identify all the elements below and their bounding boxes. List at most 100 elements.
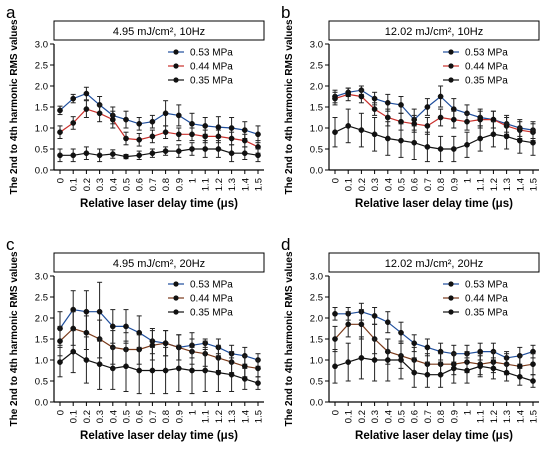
x-tick-label: 0.2 (82, 410, 93, 423)
data-point (332, 310, 338, 317)
legend: 0.53 MPa 0.44 MPa 0.35 MPa (443, 280, 508, 319)
series-line (59, 92, 259, 135)
data-point (384, 99, 391, 106)
x-tick-label: 0.3 (370, 178, 381, 191)
x-tick-label: 0.7 (148, 410, 159, 423)
data-point (345, 359, 352, 365)
x-tick-label: 0.8 (161, 178, 172, 191)
x-tick-label: 0.6 (410, 410, 421, 423)
series-0-35-MPa (57, 140, 261, 163)
legend-label: 0.35 MPa (465, 308, 508, 319)
data-point (516, 137, 523, 144)
data-point (215, 369, 222, 376)
y-tick-label: 0.5 (310, 145, 323, 156)
x-tick-label: 1.1 (476, 410, 487, 423)
y-tick-label: 1.5 (310, 103, 323, 114)
data-point (398, 137, 404, 144)
data-point (109, 365, 116, 372)
x-tick-label: 0.3 (95, 178, 106, 191)
data-point (175, 365, 182, 372)
panel-label: d (281, 235, 290, 254)
data-point (503, 369, 510, 376)
y-axis-label: The 2nd to 4th harmonic RMS values (9, 251, 20, 426)
x-tick-label: 1.2 (214, 410, 225, 423)
data-point (437, 93, 444, 100)
y-tick-label: 0.5 (35, 145, 48, 156)
data-point (241, 137, 248, 144)
data-point (384, 135, 391, 142)
data-point (411, 340, 418, 347)
data-point (241, 127, 248, 133)
y-axis-label: The 2nd to 4th harmonic RMS values (284, 251, 295, 426)
data-point (371, 95, 378, 102)
data-point (437, 146, 444, 152)
x-tick-label: 0.1 (69, 178, 80, 191)
data-point (83, 150, 90, 157)
x-tick-label: 1 (463, 178, 474, 183)
legend: 0.53 MPa 0.44 MPa 0.35 MPa (168, 48, 233, 87)
x-tick-label: 1.2 (214, 178, 225, 191)
x-tick-label: 0.2 (357, 178, 368, 191)
x-tick-label: 1.5 (529, 178, 540, 191)
y-tick-label: 1.0 (310, 124, 323, 135)
data-point (215, 124, 222, 131)
data-point (202, 367, 209, 374)
data-point (345, 321, 352, 328)
legend-label: 0.53 MPa (465, 48, 508, 59)
data-point (332, 336, 338, 342)
x-tick-label: 0.2 (82, 178, 93, 191)
data-point (70, 348, 77, 355)
data-point (83, 329, 90, 336)
data-point (136, 152, 143, 159)
y-axis-label: The 2nd to 4th harmonic RMS values (9, 19, 20, 194)
chart-panel-c: c 4.95 mJ/cm², 20Hz 0.0 0.5 1.0 1.5 2.0 2.5 3.0 0… (6, 235, 265, 442)
x-tick-label: 0.7 (148, 178, 159, 191)
data-point (241, 150, 248, 157)
x-tick-label: 0.9 (449, 410, 460, 423)
legend-swatch-point (173, 295, 179, 301)
x-axis-label: Relative laser delay time (μs) (355, 430, 513, 442)
data-point (123, 116, 129, 123)
data-point (109, 116, 116, 123)
chart-title-box (328, 20, 540, 41)
data-point (149, 367, 156, 374)
x-tick-label: 1.3 (502, 410, 513, 423)
data-point (228, 135, 235, 142)
legend-swatch-point (173, 77, 179, 83)
data-point (215, 133, 222, 140)
y-tick-label: 3.0 (310, 40, 323, 51)
legend: 0.53 MPa 0.44 MPa 0.35 MPa (443, 48, 508, 87)
x-tick-label: 1 (188, 410, 199, 415)
panel-label: a (6, 3, 16, 22)
x-tick-label: 1.5 (254, 178, 265, 191)
series-line (334, 125, 534, 150)
data-point (189, 367, 195, 374)
x-tick-label: 0.3 (95, 410, 106, 423)
chart-title-box (53, 20, 265, 41)
data-point (96, 110, 103, 117)
data-point (358, 93, 365, 100)
x-tick-label: 0.6 (135, 178, 146, 191)
data-point (464, 118, 470, 125)
legend-swatch-point (448, 49, 454, 55)
data-point (109, 323, 116, 330)
x-tick-label: 1.4 (240, 178, 251, 191)
y-tick-label: 1.5 (310, 335, 323, 346)
data-point (189, 146, 195, 152)
x-tick-label: 0.1 (344, 410, 355, 423)
y-tick-label: 3.0 (310, 272, 323, 283)
x-tick-label: 0.8 (161, 410, 172, 423)
chart-title: 12.02 mJ/cm², 10Hz (385, 26, 483, 38)
series-0-44-MPa (332, 87, 536, 142)
series-line (334, 357, 534, 382)
data-point (371, 106, 378, 112)
data-point (516, 373, 523, 380)
data-point (437, 371, 444, 378)
data-point (57, 107, 63, 114)
data-point (450, 146, 457, 152)
x-tick-label: 0.2 (357, 410, 368, 423)
data-point (162, 129, 169, 136)
legend-label: 0.35 MPa (465, 76, 508, 87)
x-tick-label: 1.2 (489, 178, 500, 191)
y-tick-label: 2.5 (310, 293, 323, 304)
